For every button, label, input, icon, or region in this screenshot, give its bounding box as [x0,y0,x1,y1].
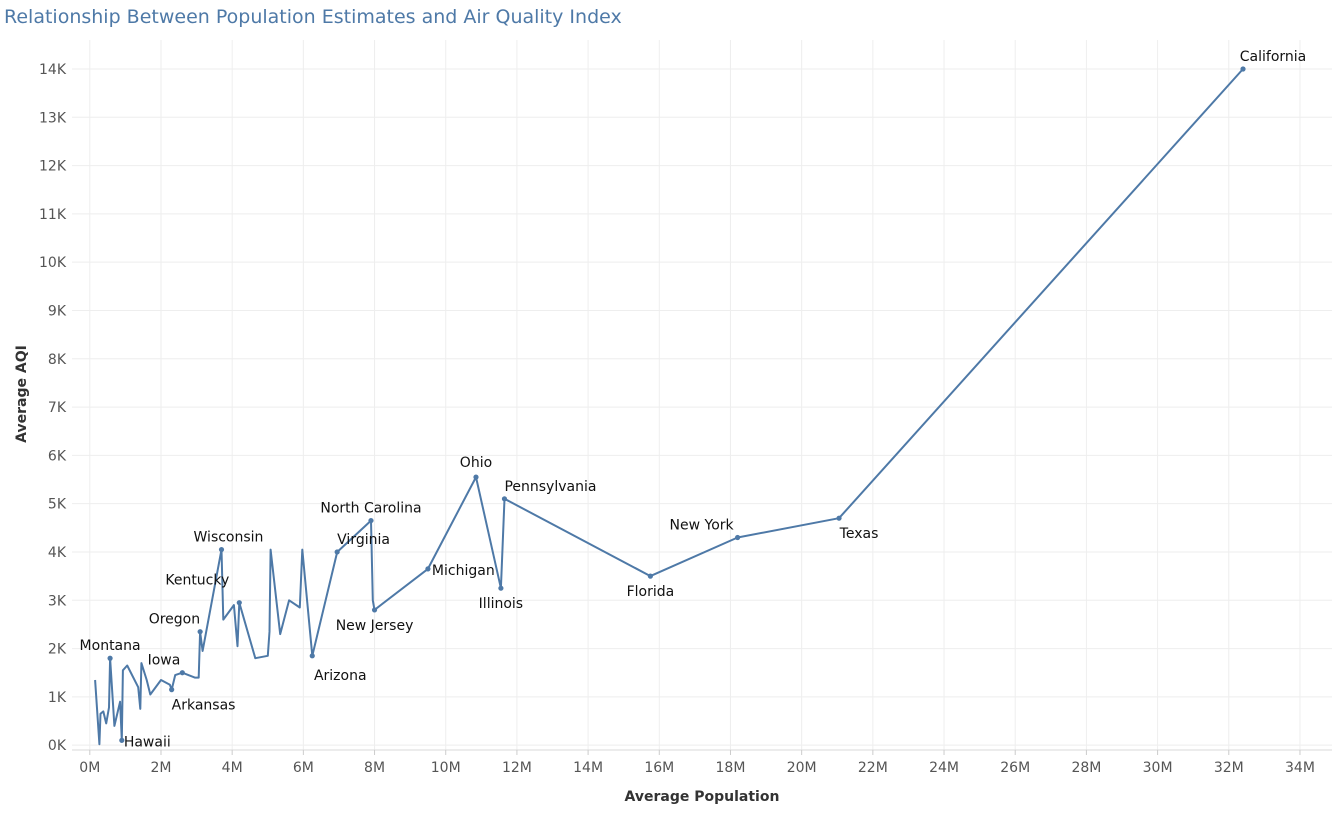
point-label: California [1240,49,1306,65]
point-label: Texas [839,526,879,542]
data-point [236,600,242,606]
x-tick-label: 6M [293,760,314,776]
y-tick-label: 12K [39,159,67,175]
y-tick-label: 6K [48,448,67,464]
x-tick-label: 26M [1000,760,1030,776]
point-label: New Jersey [336,618,414,634]
data-point [371,607,378,613]
data-point [179,670,185,676]
x-tick-label: 2M [150,760,171,776]
y-axis-title: Average AQI [14,345,30,443]
y-tick-label: 11K [39,207,67,223]
point-label: New York [670,517,735,533]
x-tick-label: 20M [787,760,817,776]
y-tick-label: 0K [48,738,67,754]
data-point [501,496,508,502]
point-label: Virginia [337,532,390,548]
data-point [647,573,653,579]
chart-title: Relationship Between Population Estimate… [4,6,622,28]
x-tick-label: 34M [1285,760,1315,776]
y-tick-label: 4K [48,545,67,561]
y-tick-label: 2K [48,642,67,658]
x-axis-title: Average Population [625,789,780,805]
x-tick-label: 24M [929,760,959,776]
point-label: Oregon [149,612,200,628]
x-tick-label: 22M [858,760,888,776]
data-point [218,546,225,553]
y-tick-label: 9K [48,303,67,319]
data-point [734,534,741,541]
point-label: Arkansas [172,698,236,714]
point-label: Ohio [460,455,492,471]
data-point [1240,66,1246,72]
point-label: Montana [80,638,141,654]
series-population-aqi [94,66,1246,746]
y-tick-label: 8K [48,352,67,368]
y-tick-label: 5K [48,497,67,513]
point-label: Illinois [479,596,523,612]
x-tick-label: 28M [1071,760,1101,776]
series-line [94,68,1244,746]
y-tick-label: 3K [48,593,67,609]
y-tick-label: 14K [39,62,67,78]
axes: 0M 2M 4M 6M 8M 10M 12M 14M 16M 18M 20M 22M 24M 26M 28M… [39,62,1332,776]
x-tick-label: 18M [716,760,746,776]
y-tick-label: 1K [48,690,67,706]
x-tick-label: 0M [79,760,100,776]
x-tick-label: 30M [1143,760,1173,776]
y-tick-label: 13K [39,110,67,126]
point-label: Arizona [314,668,367,684]
x-tick-label: 4M [222,760,243,776]
data-point [309,653,315,659]
point-label: Florida [627,584,675,600]
data-point [498,585,504,591]
grid [72,40,1332,750]
data-point [107,655,113,661]
data-point [197,629,203,635]
data-point [425,566,431,572]
x-tick-label: 8M [364,760,385,776]
data-point [368,517,374,524]
data-point [334,549,340,555]
data-point [836,515,842,521]
data-point [119,737,125,743]
point-label: Kentucky [165,573,229,589]
point-label: Hawaii [124,734,171,750]
x-tick-label: 10M [431,760,461,776]
point-label: Wisconsin [194,530,264,546]
x-tick-label: 14M [573,760,603,776]
data-point [473,474,479,480]
point-label: Michigan [432,563,495,579]
x-tick-label: 16M [644,760,674,776]
x-tick-label: 12M [502,760,532,776]
y-tick-label: 7K [48,400,67,416]
point-labels: Montana Hawaii Arkansas Iowa Oregon Wisconsin… [80,49,1307,750]
point-label: North Carolina [320,501,421,517]
y-tick-label: 10K [39,255,67,271]
point-label: Pennsylvania [504,479,596,495]
point-label: Iowa [148,653,181,669]
data-point [169,687,175,693]
x-tick-label: 32M [1214,760,1244,776]
